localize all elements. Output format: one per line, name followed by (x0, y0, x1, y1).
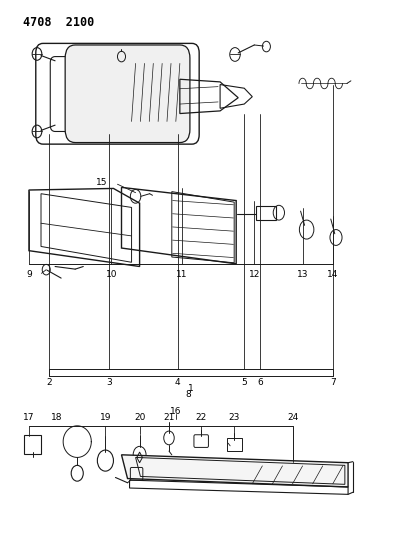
Text: 23: 23 (228, 413, 240, 422)
Text: 22: 22 (195, 413, 207, 422)
Text: 5: 5 (242, 377, 247, 386)
Text: 15: 15 (95, 177, 107, 187)
Text: 21: 21 (163, 413, 175, 422)
Text: 20: 20 (134, 413, 145, 422)
Text: 8: 8 (185, 390, 191, 399)
Text: 4708  2100: 4708 2100 (23, 16, 94, 29)
Text: 6: 6 (257, 377, 263, 386)
FancyBboxPatch shape (65, 45, 190, 142)
Text: 24: 24 (287, 413, 298, 422)
Text: 1: 1 (188, 384, 194, 393)
Text: 19: 19 (100, 413, 111, 422)
Text: 17: 17 (23, 413, 35, 422)
Text: 18: 18 (51, 413, 63, 422)
Text: 7: 7 (330, 377, 336, 386)
Text: 3: 3 (106, 377, 112, 386)
Text: 4: 4 (175, 377, 181, 386)
Text: 12: 12 (248, 270, 260, 279)
Polygon shape (122, 455, 348, 487)
Text: 2: 2 (46, 377, 52, 386)
Text: 13: 13 (297, 270, 308, 279)
Text: 16: 16 (170, 407, 182, 416)
Text: 9: 9 (26, 270, 32, 279)
Text: 10: 10 (106, 270, 117, 279)
Text: 11: 11 (176, 270, 188, 279)
Text: 14: 14 (327, 270, 339, 279)
